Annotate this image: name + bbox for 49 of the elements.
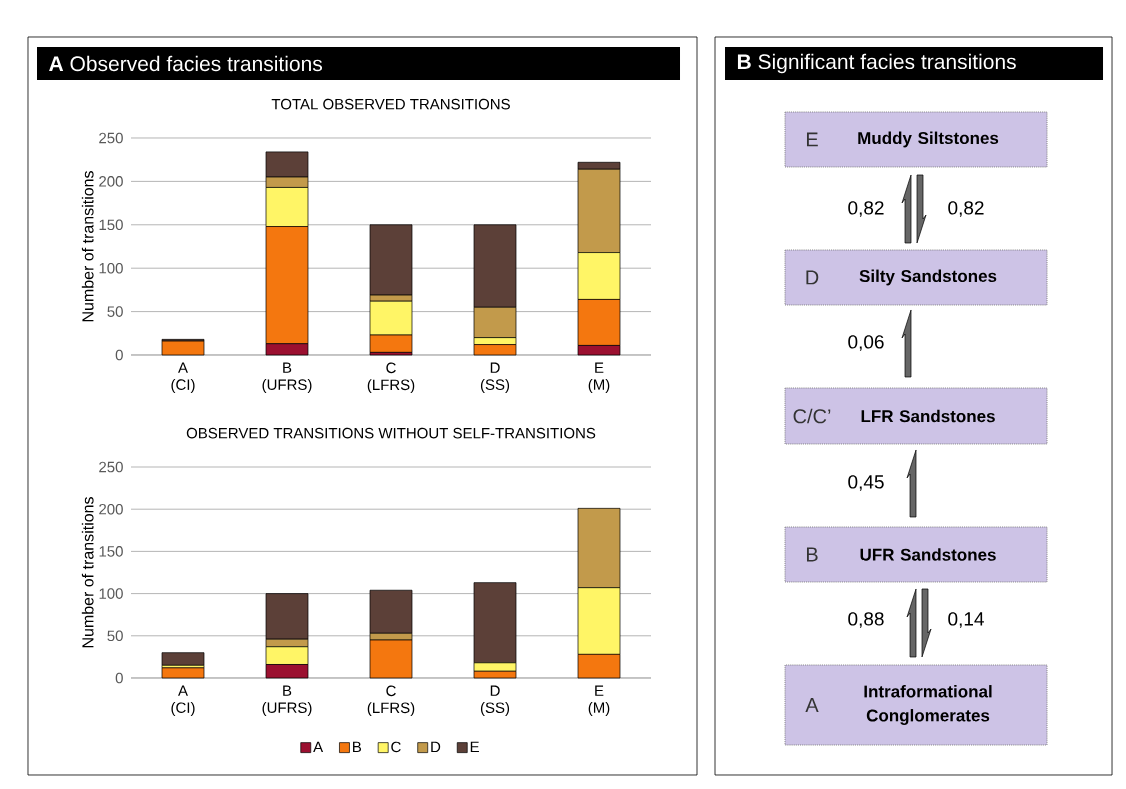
y-tick-label: 200 [99, 176, 123, 187]
text: UFR Sandstones [860, 548, 996, 561]
text: 0,45 [848, 475, 884, 491]
y-tick-label: 0 [115, 672, 123, 684]
x-tick-label: B (UFRS) [262, 362, 312, 393]
text: 0,88 [848, 612, 884, 628]
y-tick-label: 50 [107, 306, 123, 317]
x-tick-label: E (M) [588, 685, 610, 716]
y-tick-label: 50 [107, 630, 123, 642]
y-tick-label: 100 [99, 262, 123, 274]
chart-subtitle: TOTAL OBSERVED TRANSITIONS [271, 98, 510, 110]
chart-title: OBSERVED TRANSITIONS WITHOUT SELF-TRANSITIONS [186, 427, 596, 439]
text: C/C’ [793, 408, 831, 424]
text: 0,82 [948, 201, 984, 217]
legend-label: B [353, 741, 362, 753]
text: Intraformational Conglomerates [864, 685, 992, 725]
y-tick-label: 0 [115, 349, 123, 361]
text: B [806, 547, 818, 562]
legend-label: E [470, 741, 479, 753]
text: A [805, 698, 819, 712]
x-tick-label: A (CI) [171, 685, 195, 716]
x-tick-label: D (SS) [480, 685, 510, 716]
x-tick-label: E (M) [588, 362, 610, 393]
y-tick-label: 200 [99, 503, 123, 515]
y-tick-label: 250 [99, 132, 123, 144]
text: B Significant facies transitions [737, 53, 1016, 74]
text: LFR Sandstones [861, 409, 995, 423]
x-tick-label: B (UFRS) [262, 685, 312, 716]
text: Muddy Siltstones [858, 131, 999, 148]
x-tick-label: C (LFRS) [367, 685, 415, 717]
text: E [806, 132, 818, 147]
x-tick-label: D (SS) [480, 362, 510, 393]
y-tick-label: 150 [99, 219, 123, 231]
legend-label: D [431, 741, 441, 753]
chart-title: A Observed facies transitions [49, 55, 323, 72]
y-tick-label: 150 [99, 546, 123, 557]
x-tick-label: C (LFRS) [367, 362, 415, 394]
y-axis-title: Number of transitions [81, 171, 94, 322]
x-tick-label: A (CI) [171, 362, 195, 393]
text: 0,06 [848, 335, 884, 351]
text: 0,82 [848, 201, 884, 217]
legend-label: A [313, 741, 324, 753]
y-tick-label: 100 [99, 588, 123, 599]
text: D [806, 270, 819, 285]
text: 0,14 [948, 612, 984, 628]
legend-label: C [391, 741, 401, 753]
text: Silty Sandstones [859, 269, 997, 286]
y-axis-title: Number of transitions [81, 497, 94, 648]
y-tick-label: 250 [99, 461, 123, 473]
